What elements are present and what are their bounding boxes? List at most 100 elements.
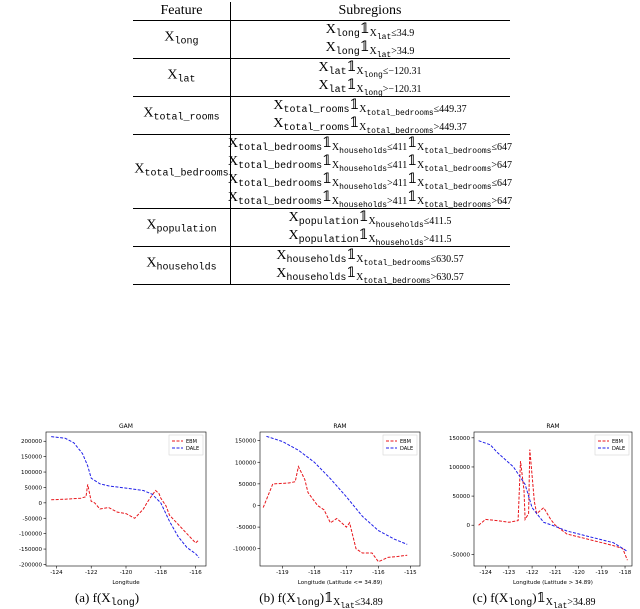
- legend-label: EBM: [612, 439, 623, 445]
- math-token: >34.89: [567, 597, 596, 608]
- x-tick-label: -121: [549, 570, 561, 576]
- legend-label: EBM: [400, 439, 411, 445]
- legend-label: DALE: [400, 446, 413, 452]
- math-token: X: [417, 196, 425, 207]
- feature-cell: Xhouseholds: [146, 255, 216, 278]
- y-tick-label: 100000: [21, 470, 42, 476]
- subregion-cell: Xtotal_rooms𝟙Xtotal_bedrooms>449.37: [273, 115, 466, 141]
- x-tick-label: -118: [308, 570, 321, 576]
- math-token: >−120.31: [382, 84, 422, 95]
- math-token: >630.57: [430, 272, 464, 283]
- math-token: X: [356, 84, 364, 95]
- math-token: 𝟙: [407, 190, 418, 205]
- math-token: X: [318, 78, 329, 93]
- x-tick-label: -119: [276, 570, 289, 576]
- y-tick-label: 50000: [25, 485, 43, 491]
- math-token: population: [298, 217, 359, 228]
- math-token: X: [288, 228, 299, 243]
- y-tick-label: -100000: [233, 547, 256, 553]
- math-token: X: [167, 67, 178, 83]
- math-token: population: [298, 235, 359, 246]
- feature-cell: Xtotal_bedrooms: [134, 161, 228, 184]
- math-token: f(X: [490, 590, 509, 605]
- math-token: households: [338, 201, 388, 210]
- math-token: )𝟙: [319, 590, 334, 605]
- series-line: [478, 449, 628, 561]
- math-token: ≤647: [491, 178, 513, 189]
- y-tick-label: -50000: [23, 516, 43, 522]
- y-tick-label: 150000: [235, 439, 256, 445]
- math-token: 𝟙: [407, 136, 418, 151]
- math-token: 𝟙: [358, 210, 369, 225]
- math-token: 𝟙: [346, 266, 357, 281]
- math-token: households: [286, 273, 347, 284]
- legend-label: DALE: [612, 446, 625, 452]
- x-tick-label: -122: [85, 570, 97, 576]
- math-token: 𝟙: [322, 172, 332, 187]
- math-token: X: [331, 196, 339, 207]
- math-token: 𝟙: [322, 154, 332, 169]
- subregion-cell: Xtotal_bedrooms𝟙Xhouseholds≤411𝟙Xtotal_b…: [228, 153, 512, 179]
- x-tick-label: -119: [596, 570, 609, 576]
- math-token: total_bedrooms: [144, 168, 229, 180]
- x-tick-label: -124: [50, 570, 63, 576]
- math-token: X: [369, 46, 377, 57]
- math-token: >411.5: [423, 234, 452, 245]
- table-rule: [133, 208, 510, 209]
- subregion-cell: Xlat𝟙Xlong≤−120.31: [319, 59, 422, 85]
- math-token: households: [339, 165, 388, 174]
- math-token: f(X: [92, 590, 111, 605]
- x-axis-label: Longitude: [112, 580, 140, 586]
- math-token: X: [143, 105, 154, 121]
- math-token: households: [339, 183, 388, 192]
- chart: GAM Longitude -124 -122 -120 -118 -116 -200000 -…: [19, 423, 207, 586]
- math-token: 𝟙: [346, 248, 357, 263]
- table-rule: [133, 134, 510, 135]
- math-token: long: [110, 598, 135, 609]
- math-token: lat: [552, 602, 568, 609]
- math-token: total_bedrooms: [366, 109, 434, 118]
- math-token: long: [174, 36, 199, 48]
- math-token: (b): [259, 590, 278, 605]
- table-header: Subregions: [338, 3, 402, 18]
- x-tick-label: -118: [155, 570, 168, 576]
- x-tick-label: -122: [526, 570, 538, 576]
- y-tick-label: 150000: [449, 436, 470, 442]
- math-token: total_bedrooms: [424, 165, 492, 174]
- math-token: 𝟙: [358, 228, 369, 243]
- math-token: long: [508, 598, 533, 609]
- math-token: ): [134, 590, 140, 605]
- math-token: lat: [376, 51, 392, 60]
- x-tick-label: -118: [619, 570, 632, 576]
- math-token: households: [375, 221, 424, 230]
- feature-cell: Xtotal_rooms: [143, 105, 219, 128]
- math-token: total_rooms: [283, 105, 350, 116]
- subregion-cell: Xlong𝟙Xlat≤34.9: [326, 21, 415, 47]
- math-token: total_bedrooms: [424, 183, 492, 192]
- feature-cell: Xpopulation: [146, 217, 216, 240]
- x-axis-label: Longitude (Latitude <= 34.89): [298, 580, 383, 586]
- math-token: lat: [328, 85, 347, 96]
- subregion-cell: Xhouseholds𝟙Xtotal_bedrooms>630.57: [276, 265, 463, 291]
- plot-frame: [473, 431, 633, 567]
- table-rule: [133, 58, 510, 59]
- feature-cell: Xlat: [167, 67, 195, 90]
- y-tick-label: -50000: [237, 525, 257, 531]
- math-token: >411: [387, 178, 408, 189]
- math-token: households: [339, 147, 388, 156]
- math-token: 𝟙: [346, 78, 357, 93]
- math-token: X: [417, 178, 425, 189]
- math-token: X: [356, 66, 364, 77]
- math-token: >449.37: [433, 122, 467, 133]
- math-token: 𝟙: [407, 172, 418, 187]
- series-line: [478, 440, 628, 552]
- math-token: total_bedrooms: [238, 161, 323, 172]
- math-token: X: [325, 22, 336, 37]
- chart: RAM Longitude (Latitude > 34.89) -124 -123 -…: [449, 423, 633, 586]
- subregion-cell: Xpopulation𝟙Xhouseholds≤411.5: [289, 209, 452, 235]
- math-token: population: [156, 224, 217, 236]
- math-token: total_bedrooms: [363, 277, 431, 286]
- math-token: X: [273, 116, 284, 131]
- math-token: lat: [340, 602, 355, 609]
